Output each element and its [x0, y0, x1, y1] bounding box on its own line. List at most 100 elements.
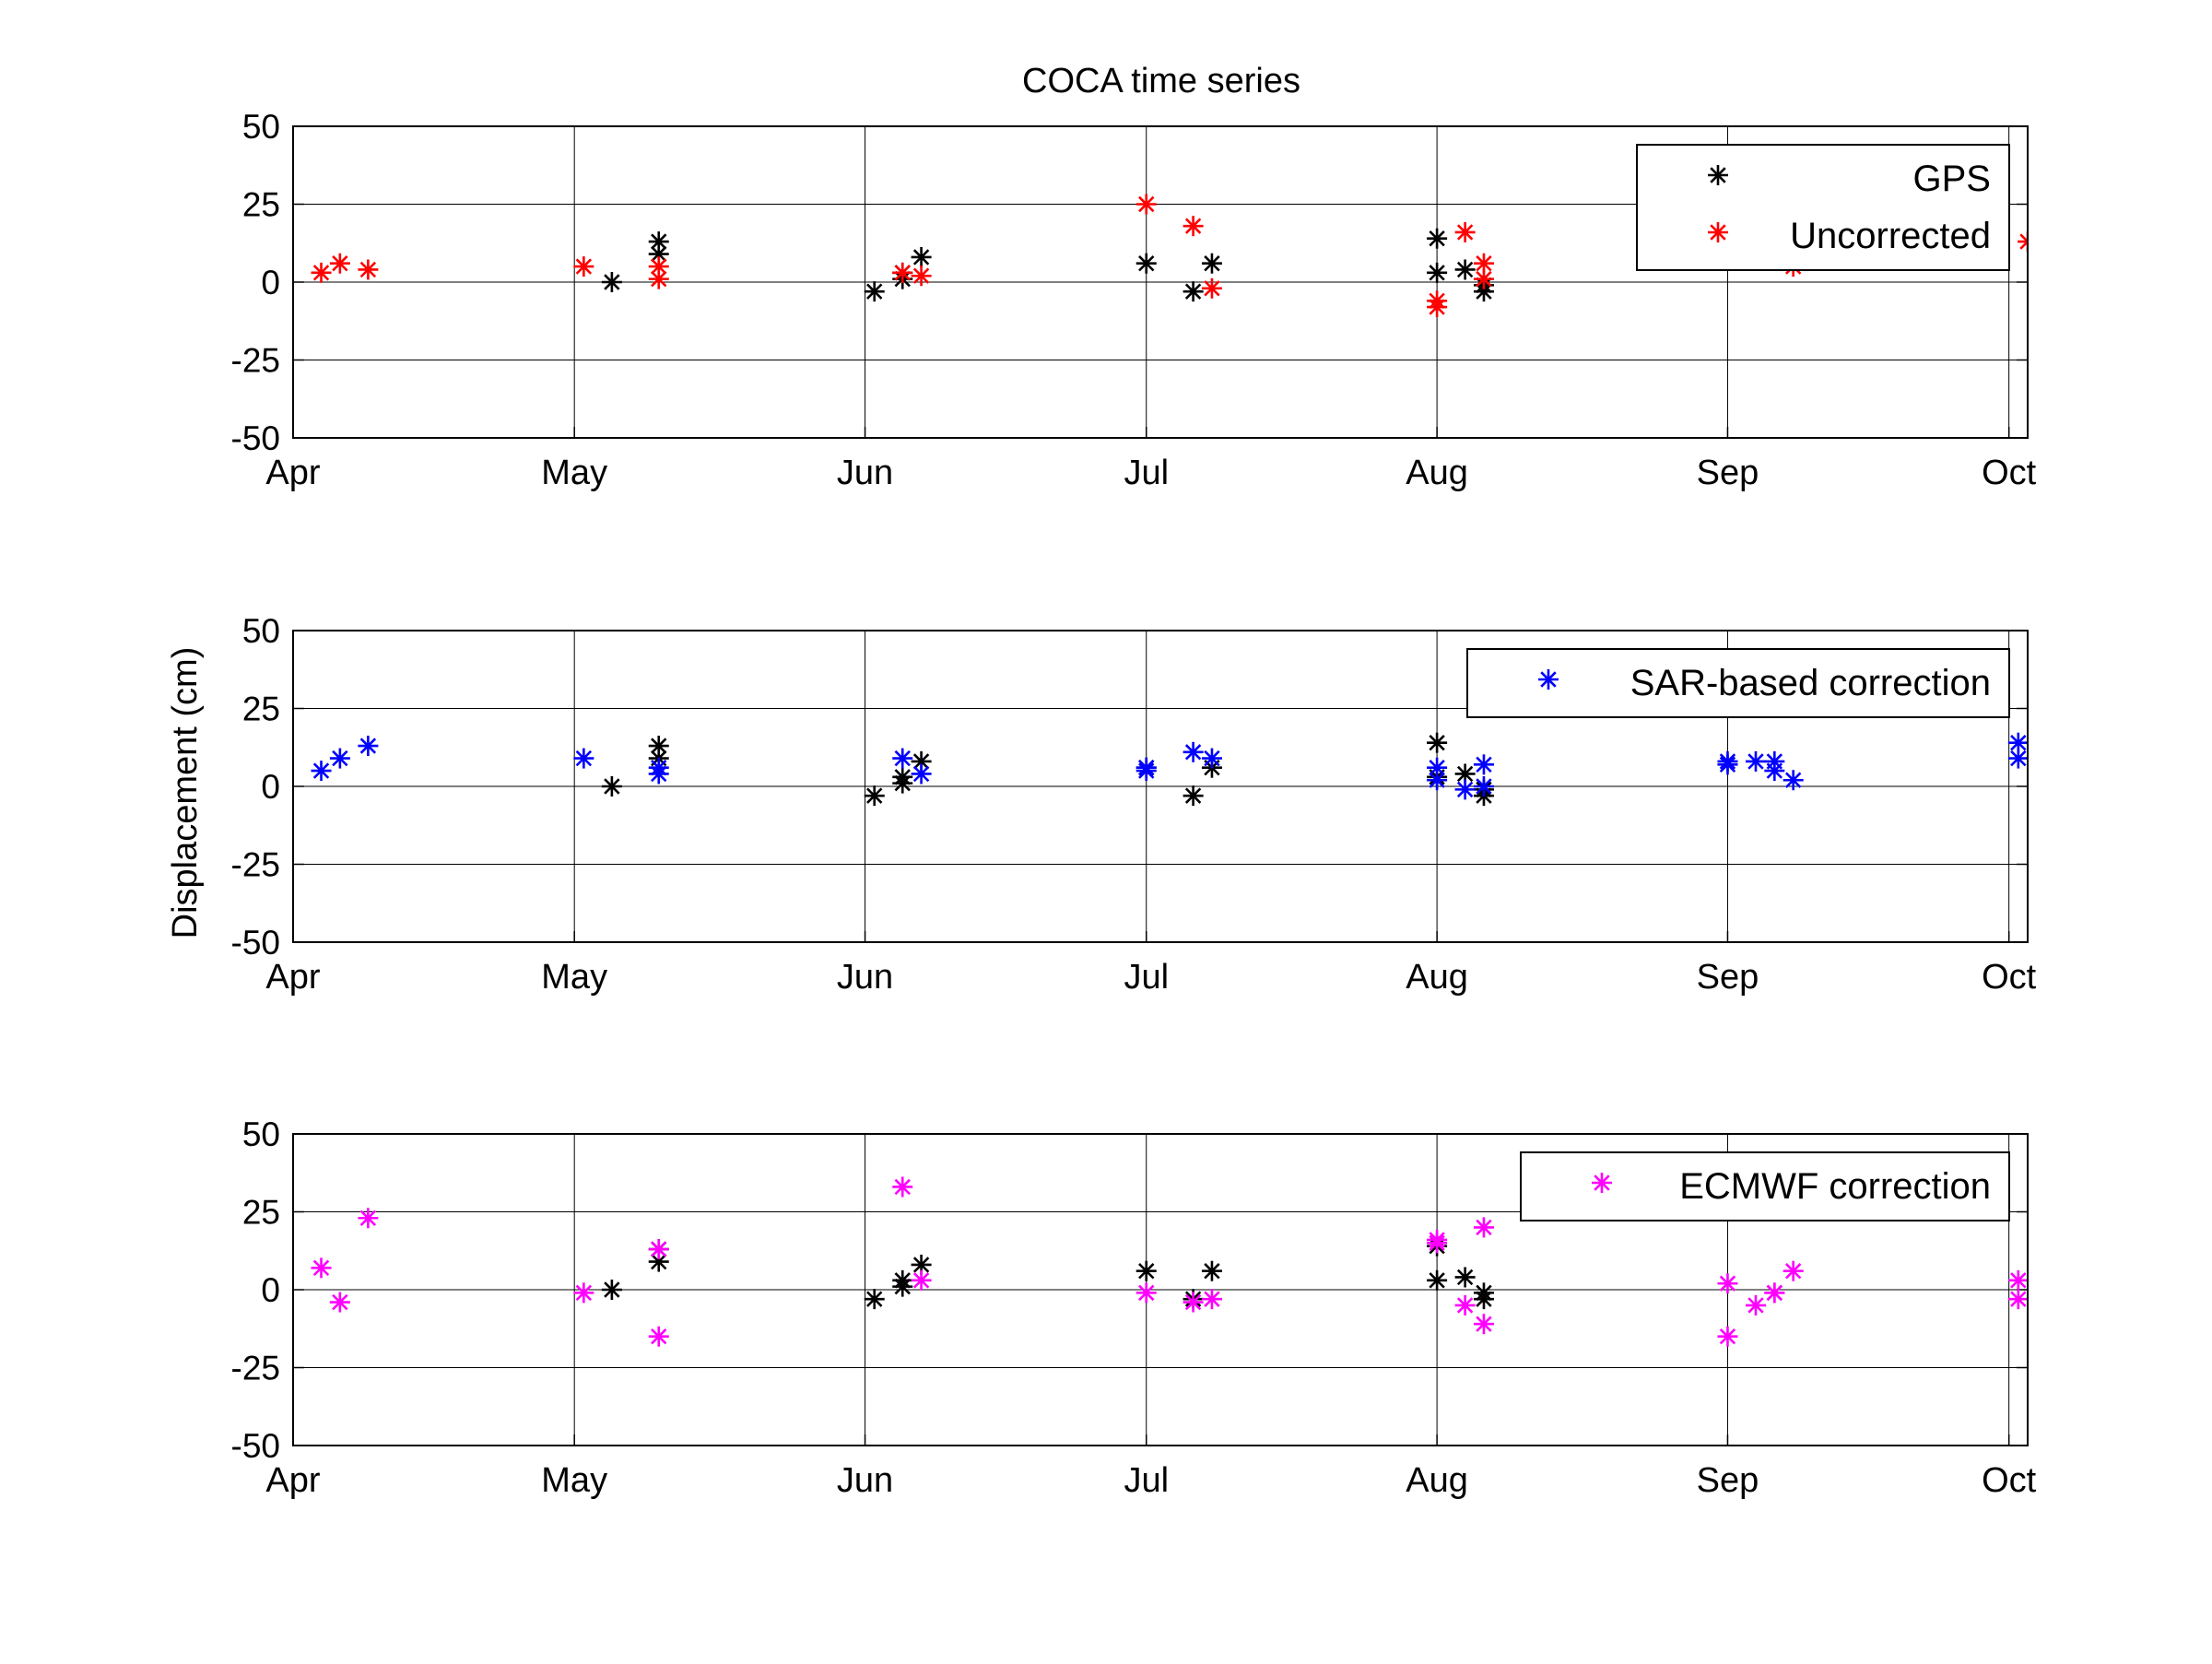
legend: GPS Uncorrected — [1636, 144, 2010, 271]
ecmwf-correction-point — [892, 1176, 913, 1198]
gps-point — [1201, 1260, 1222, 1281]
chart-title: COCA time series — [1022, 62, 1300, 100]
y-tick-label: -25 — [231, 342, 280, 380]
uncorrected-point — [892, 262, 913, 283]
y-tick-label: 25 — [242, 186, 280, 224]
ecmwf-correction-point — [1182, 1292, 1204, 1313]
plot-frame — [292, 1133, 2029, 1446]
sar-based-correction-point — [648, 763, 669, 785]
gps-point — [1454, 259, 1476, 280]
x-tick-label: Oct — [1982, 958, 2037, 997]
series-points — [311, 194, 2028, 318]
ecmwf-correction-point — [2007, 1269, 2028, 1291]
ecmwf-correction-point — [311, 1257, 332, 1279]
ecmwf-correction-point — [911, 1269, 932, 1291]
ecmwf-correction-point — [358, 1208, 379, 1229]
y-axis-label: Displacement (cm) — [166, 647, 205, 939]
legend-label: SAR-based correction — [1630, 663, 1991, 703]
ecmwf-correction-point — [648, 1326, 669, 1347]
uncorrected-point — [1473, 268, 1494, 289]
plot-frame — [292, 630, 2029, 943]
x-tick-label: Apr — [265, 454, 320, 492]
gps-point — [1135, 1260, 1157, 1281]
legend-marker — [1708, 165, 1728, 185]
x-tick-label: Jul — [1124, 958, 1169, 997]
x-tick-label: May — [541, 958, 607, 997]
gps-point — [1135, 253, 1157, 274]
legend-box — [1636, 144, 2010, 271]
legend-marker — [1708, 222, 1728, 242]
ecmwf-correction-point — [648, 1239, 669, 1260]
ecmwf-correction-point — [1745, 1294, 1766, 1316]
ecmwf-correction-point — [1473, 1314, 1494, 1335]
x-tick-label: Oct — [1982, 454, 2037, 492]
ecmwf-correction-point — [1473, 1217, 1494, 1238]
sar-based-correction-point — [1182, 741, 1204, 762]
plot-frame — [292, 125, 2029, 439]
x-tick-label: Sep — [1697, 454, 1759, 492]
legend: ECMWF correction — [1520, 1151, 2010, 1221]
gps-point — [1427, 1269, 1448, 1291]
gps-point — [911, 246, 932, 267]
x-tick-label: Aug — [1406, 454, 1468, 492]
ecmwf-correction-point — [1764, 1282, 1785, 1304]
ecmwf-correction-point — [2007, 1289, 2028, 1310]
sar-based-correction-point — [573, 748, 594, 769]
sar-based-correction-point — [911, 763, 932, 785]
x-tick-label: Apr — [265, 1461, 320, 1500]
series-points — [311, 732, 2028, 807]
uncorrected-point — [648, 268, 669, 289]
y-tick-label: 25 — [242, 1194, 280, 1232]
x-tick-label: Aug — [1406, 1461, 1468, 1500]
series-points — [311, 1176, 2028, 1347]
y-tick-label: 50 — [242, 612, 280, 650]
sar-based-correction-point — [1135, 761, 1157, 782]
sar-based-correction-point — [1717, 750, 1738, 772]
y-tick-label: -50 — [231, 419, 280, 457]
x-tick-label: Jul — [1124, 454, 1169, 492]
sar-based-correction-point — [892, 748, 913, 769]
x-tick-label: Oct — [1982, 1461, 2037, 1500]
sar-based-correction-point — [1473, 754, 1494, 775]
uncorrected-point — [911, 266, 932, 287]
x-tick-label: Aug — [1406, 958, 1468, 997]
ecmwf-correction-point — [329, 1292, 350, 1313]
uncorrected-point — [358, 259, 379, 280]
gps-point — [1473, 281, 1494, 302]
uncorrected-point — [1473, 253, 1494, 274]
uncorrected-point — [311, 262, 332, 283]
legend-marker — [1538, 669, 1559, 690]
ecmwf-correction-point — [1427, 1229, 1448, 1250]
uncorrected-point — [1182, 216, 1204, 237]
legend: SAR-based correction — [1466, 648, 2010, 718]
sar-based-correction-point — [1764, 750, 1785, 772]
y-tick-label: 0 — [261, 768, 280, 806]
y-tick-label: 0 — [261, 264, 280, 301]
y-tick-label: -50 — [231, 924, 280, 962]
y-tick-label: 50 — [242, 108, 280, 146]
legend-label: ECMWF correction — [1679, 1166, 1991, 1207]
uncorrected-point — [1454, 221, 1476, 242]
gps-point — [864, 1289, 885, 1310]
sar-based-correction-point — [358, 736, 379, 757]
gps-point — [1454, 1267, 1476, 1288]
gps-point — [1201, 253, 1222, 274]
sar-based-correction-point — [1745, 750, 1766, 772]
y-tick-label: 0 — [261, 1271, 280, 1309]
sar-based-correction-point — [329, 748, 350, 769]
sar-based-correction-point — [1427, 757, 1448, 778]
uncorrected-point — [329, 253, 350, 274]
gps-point — [1473, 1289, 1494, 1310]
sar-based-correction-point — [1201, 748, 1222, 769]
gps-point — [892, 766, 913, 787]
ecmwf-correction-point — [1783, 1260, 1804, 1281]
y-tick-label: -25 — [231, 846, 280, 884]
gps-point — [601, 1280, 622, 1300]
uncorrected-point — [648, 256, 669, 277]
gps-point — [1427, 228, 1448, 249]
ecmwf-correction-point — [1717, 1326, 1738, 1347]
uncorrected-point — [2018, 231, 2028, 253]
